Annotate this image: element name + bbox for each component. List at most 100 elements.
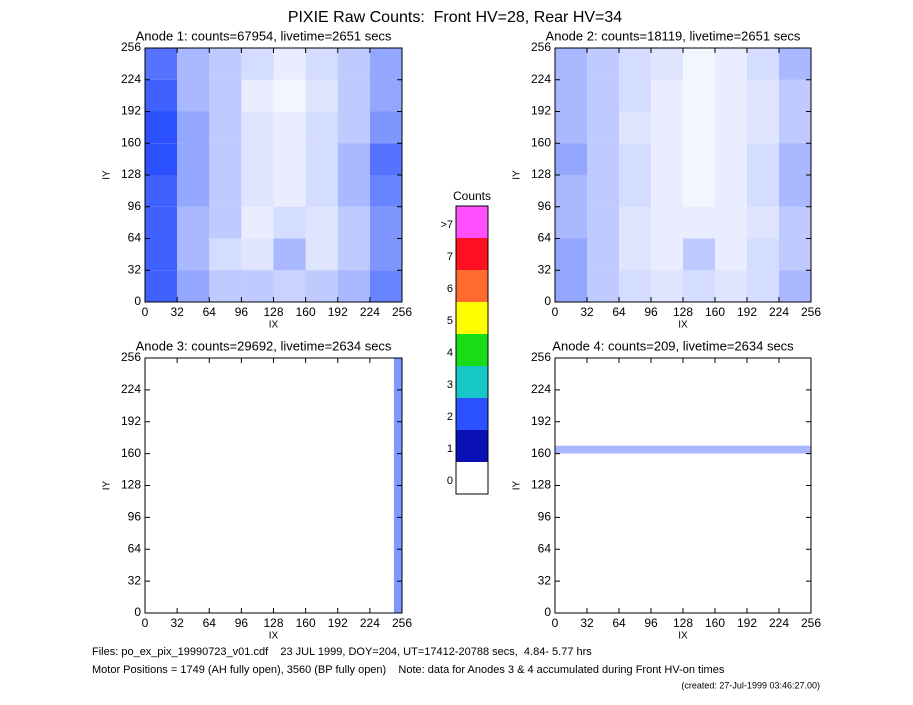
heat-cell <box>369 238 402 271</box>
y-tick-label: 160 <box>121 446 141 460</box>
y-axis-label: IY <box>102 480 113 490</box>
colorbar-label: >7 <box>440 219 453 231</box>
heat-cell <box>337 48 370 80</box>
heat-cell <box>779 238 811 271</box>
heat-cell <box>145 48 178 80</box>
x-tick-label: 0 <box>552 305 559 319</box>
heat-cell <box>209 206 242 239</box>
y-axis-label: IY <box>512 170 523 180</box>
heat-cell <box>177 48 210 80</box>
heat-cell <box>651 270 683 302</box>
y-tick-label: 32 <box>538 573 552 587</box>
heat-cell <box>587 238 619 271</box>
heat-cell <box>683 111 715 144</box>
heat-cell <box>177 206 210 239</box>
y-tick-label: 32 <box>128 262 142 276</box>
heat-cell <box>273 238 306 271</box>
y-tick-label: 96 <box>128 510 142 524</box>
heat-cell <box>177 111 210 144</box>
heat-cell <box>305 143 338 175</box>
heat-cell <box>779 175 811 207</box>
heat-cell <box>369 79 402 112</box>
heat-cell <box>273 143 306 175</box>
y-tick-label: 192 <box>531 414 551 428</box>
heat-cell <box>555 48 587 80</box>
x-tick-label: 64 <box>203 616 217 630</box>
heat-cell <box>619 270 651 302</box>
heat-cell <box>337 79 370 112</box>
heat-cell <box>145 206 178 239</box>
heat-cell <box>145 111 178 144</box>
x-tick-label: 96 <box>644 305 658 319</box>
x-axis-label: IX <box>678 320 688 331</box>
heat-cell <box>587 79 619 112</box>
heat-cell <box>337 111 370 144</box>
y-tick-label: 128 <box>121 478 141 492</box>
x-axis-label: IX <box>269 320 279 331</box>
heat-cell <box>273 79 306 112</box>
heat-cell <box>747 270 779 302</box>
y-tick-label: 192 <box>121 104 141 118</box>
x-tick-label: 128 <box>673 305 693 319</box>
x-tick-label: 192 <box>737 305 757 319</box>
x-tick-label: 0 <box>142 305 149 319</box>
heat-cell <box>369 206 402 239</box>
heat-cell <box>587 48 619 80</box>
x-tick-label: 0 <box>142 616 149 630</box>
heat-cell <box>273 48 306 80</box>
heat-cell <box>369 175 402 207</box>
heat-cell <box>715 238 747 271</box>
y-tick-label: 96 <box>538 510 552 524</box>
x-tick-label: 192 <box>328 305 348 319</box>
colorbar-label: 5 <box>447 315 453 327</box>
x-tick-label: 32 <box>170 616 184 630</box>
heat-cell <box>779 111 811 144</box>
heat-cell <box>209 175 242 207</box>
colorbar-label: 2 <box>447 411 453 423</box>
heat-cell <box>747 143 779 175</box>
x-tick-label: 96 <box>644 616 658 630</box>
heat-cell <box>651 206 683 239</box>
heat-cell <box>209 143 242 175</box>
heat-cell <box>209 270 242 302</box>
y-tick-label: 224 <box>531 382 551 396</box>
heat-cell <box>587 175 619 207</box>
x-axis-label: IX <box>678 631 688 642</box>
heat-cell <box>177 175 210 207</box>
heat-cell <box>145 238 178 271</box>
heat-cell <box>241 111 274 144</box>
y-tick-label: 128 <box>121 167 141 181</box>
heat-cell <box>683 143 715 175</box>
heat-cell <box>555 111 587 144</box>
heat-cell <box>305 270 338 302</box>
colorbar-swatch <box>456 462 488 494</box>
colorbar-swatch <box>456 366 488 398</box>
heat-cell <box>369 48 402 80</box>
panel-title: Anode 2: counts=18119, livetime=2651 sec… <box>546 28 801 43</box>
heat-cell <box>145 143 178 175</box>
heat-cell <box>747 238 779 271</box>
heat-cell <box>587 143 619 175</box>
x-tick-label: 64 <box>203 305 217 319</box>
heat-cell <box>177 143 210 175</box>
colorbar-label: 4 <box>447 347 453 359</box>
heat-cell <box>779 143 811 175</box>
heat-cell <box>651 238 683 271</box>
heat-cell <box>683 270 715 302</box>
x-tick-label: 256 <box>801 616 821 630</box>
heat-cell <box>337 143 370 175</box>
heat-cell <box>715 79 747 112</box>
y-tick-label: 0 <box>544 294 551 308</box>
y-tick-label: 256 <box>121 350 141 364</box>
colorbar-swatch <box>456 334 488 366</box>
y-tick-label: 224 <box>121 72 141 86</box>
y-tick-label: 256 <box>121 40 141 54</box>
heat-cell <box>619 143 651 175</box>
heat-cell <box>619 48 651 80</box>
footer-line: Motor Positions = 1749 (AH fully open), … <box>92 664 725 676</box>
heat-cell <box>305 48 338 80</box>
footer-line: Files: po_ex_pix_19990723_v01.cdf 23 JUL… <box>92 646 592 658</box>
heat-cell <box>241 143 274 175</box>
heat-cell <box>779 48 811 80</box>
y-tick-label: 128 <box>531 167 551 181</box>
